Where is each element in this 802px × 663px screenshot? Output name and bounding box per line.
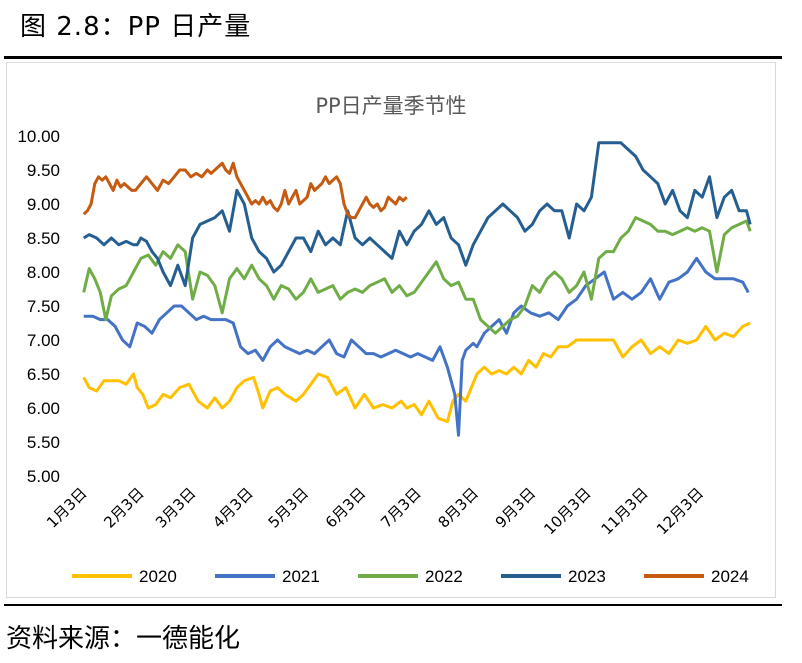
x-tick-label: 2月3日	[100, 484, 147, 531]
y-tick-label: 5.50	[27, 433, 60, 452]
legend-label-2022: 2022	[425, 567, 463, 586]
y-tick-label: 5.00	[27, 467, 60, 486]
x-tick-label: 12月3日	[653, 484, 707, 538]
x-tick-label: 7月3日	[377, 484, 424, 531]
x-tick-label: 5月3日	[265, 484, 312, 531]
y-tick-label: 6.00	[27, 399, 60, 418]
y-tick-label: 7.50	[27, 297, 60, 316]
series-line-2024	[82, 161, 408, 220]
y-tick-label: 8.00	[27, 263, 60, 282]
y-tick-label: 10.00	[17, 127, 60, 146]
y-tick-label: 9.50	[27, 161, 60, 180]
y-tick-label: 8.50	[27, 229, 60, 248]
legend-label-2023: 2023	[568, 567, 606, 586]
y-tick-label: 7.00	[27, 331, 60, 350]
series-line-2021	[83, 256, 750, 437]
x-tick-label: 1月3日	[43, 484, 90, 531]
source-note: 资料来源：一德能化	[6, 624, 241, 654]
legend-label-2020: 2020	[139, 567, 177, 586]
series-line-2023	[82, 141, 752, 288]
x-axis-ticks: 1月3日 2月3日 3月3日 4月3日 5月3日 6月3日 7月3日 8月3日 9月3日 10月3…	[43, 484, 707, 538]
legend-label-2024: 2024	[711, 567, 749, 586]
x-tick-label: 8月3日	[434, 484, 481, 531]
legend: 2020 2021 2022 2023 2024	[72, 567, 749, 586]
x-tick-label: 4月3日	[209, 484, 256, 531]
series-line-2022	[82, 216, 752, 335]
y-tick-label: 9.00	[27, 195, 60, 214]
chart-title: PP日产量季节性	[315, 94, 466, 118]
bottom-rule	[4, 604, 782, 606]
series-lines	[82, 141, 752, 437]
series-line-2020	[82, 321, 751, 424]
x-tick-label: 6月3日	[322, 484, 369, 531]
y-axis-ticks: 10.00 9.50 9.00 8.50 8.00 7.50 7.00 6.50 6.00 5.5…	[17, 127, 60, 486]
chart-frame	[6, 62, 776, 598]
top-rule	[4, 56, 782, 59]
x-tick-label: 9月3日	[492, 484, 539, 531]
legend-label-2021: 2021	[282, 567, 320, 586]
x-tick-label: 10月3日	[540, 484, 594, 538]
figure-heading: 图 2.8：PP 日产量	[20, 12, 252, 42]
x-tick-label: 3月3日	[152, 484, 199, 531]
x-tick-label: 11月3日	[598, 484, 652, 538]
y-tick-label: 6.50	[27, 365, 60, 384]
